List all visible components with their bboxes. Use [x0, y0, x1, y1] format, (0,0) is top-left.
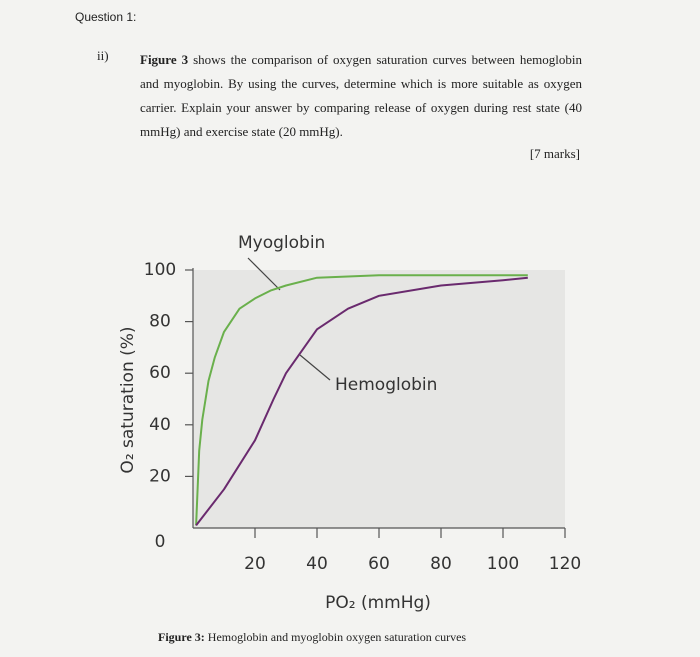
x-tick-label: 40	[306, 554, 328, 574]
caption-label: Figure 3:	[158, 630, 205, 644]
y-tick-label: 40	[149, 415, 171, 435]
y-tick-label: 60	[149, 363, 171, 383]
question-number: ii)	[97, 48, 109, 63]
x-tick-label: 20	[244, 554, 266, 574]
y-tick-label: 100	[144, 260, 176, 280]
x-tick-label: 80	[430, 554, 452, 574]
x-tick-label: 100	[487, 554, 519, 574]
leader-line	[247, 257, 281, 291]
leader-line	[299, 354, 331, 381]
y-tick-label: 80	[149, 312, 171, 332]
question-label: Question 1:	[75, 10, 137, 24]
question-text: Figure 3 shows the comparison of oxygen …	[140, 48, 582, 144]
y-tick-label: 20	[149, 466, 171, 486]
question-body: shows the comparison of oxygen saturatio…	[140, 52, 582, 139]
x-tick-label: 60	[368, 554, 390, 574]
curve	[195, 276, 528, 527]
series-label: Hemoglobin	[335, 375, 437, 395]
series-label: Myoglobin	[238, 233, 325, 253]
x-axis-label: PO₂ (mmHg)	[325, 593, 431, 613]
marks: [7 marks]	[529, 146, 580, 161]
curve	[195, 274, 528, 526]
caption-text: Hemoglobin and myoglobin oxygen saturati…	[207, 630, 467, 644]
y-axis-label: O₂ saturation (%)	[118, 326, 138, 473]
figure-caption: Figure 3: Hemoglobin and myoglobin oxyge…	[158, 630, 466, 645]
plot-background	[193, 270, 565, 528]
figure-ref: Figure 3	[140, 52, 189, 67]
x-tick-label: 120	[549, 554, 581, 574]
y-tick-label: 0	[155, 532, 166, 552]
